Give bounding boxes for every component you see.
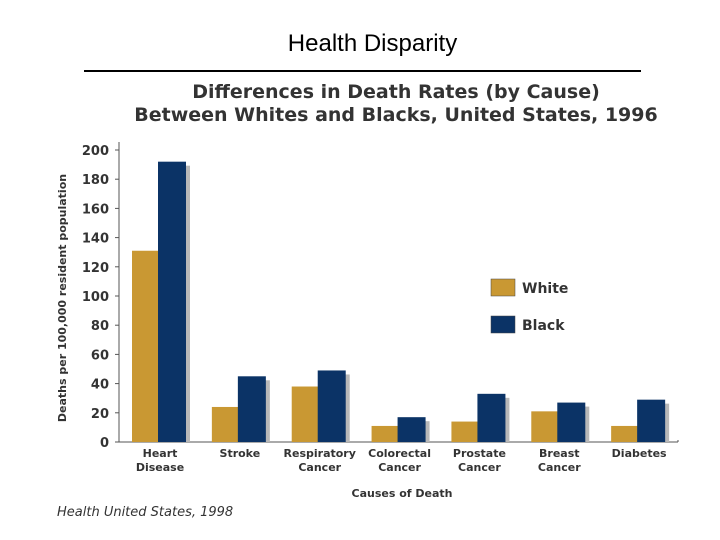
y-tick-label: 80 (91, 319, 109, 334)
bar-white (371, 425, 400, 442)
slide-title: Health Disparity (287, 30, 458, 57)
y-tick-label: 20 (91, 407, 109, 422)
source-note: Health United States, 1998 (57, 505, 233, 520)
y-tick-label: 200 (82, 144, 109, 159)
bar-white (291, 386, 320, 442)
bar-black (158, 161, 186, 442)
y-tick-label: 160 (82, 202, 109, 217)
x-tick-label: Colorectal Cancer (368, 447, 431, 474)
legend-label-white: White (522, 281, 568, 297)
y-tick-label: 180 (82, 173, 109, 188)
title-divider (84, 70, 641, 72)
legend-label-black: Black (522, 318, 565, 334)
bar-white (611, 425, 640, 442)
y-tick-label: 40 (91, 378, 109, 393)
bar-black (317, 370, 346, 442)
chart-title-line-1: Differences in Death Rates (by Cause) (192, 81, 600, 103)
bar-white (132, 250, 160, 442)
x-tick-label: Breast Cancer (538, 447, 581, 474)
legend-swatch-white (490, 278, 516, 297)
x-tick-label: Diabetes (612, 447, 667, 460)
x-tick-label: Prostate Cancer (453, 447, 506, 474)
x-tick-label: Stroke (220, 447, 261, 460)
chart-marks: 0 20 40 60 80 100 120 140 160 180 200 Heart Disease S… (82, 142, 679, 474)
legend-swatch-black (490, 315, 516, 334)
y-tick-label: 140 (82, 232, 109, 247)
chart-title-line-2: Between Whites and Blacks, United States… (134, 104, 657, 126)
y-tick-label: 0 (100, 436, 109, 451)
x-tick-label: Heart Disease (136, 447, 184, 474)
y-tick-label: 60 (91, 348, 109, 363)
bar-white (451, 421, 480, 442)
y-tick-label: 120 (82, 261, 109, 276)
bar-white (211, 406, 240, 442)
x-axis-title: Causes of Death (352, 487, 453, 500)
bar-white (531, 411, 560, 442)
x-tick-label: Respiratory Cancer (284, 447, 356, 474)
bar-black (397, 417, 426, 442)
bar-black (557, 402, 586, 442)
y-tick-label: 100 (82, 290, 109, 305)
y-axis-title: Deaths per 100,000 resident population (56, 174, 69, 422)
bar-black (637, 399, 666, 442)
bar-black (237, 376, 266, 442)
bar-black (477, 393, 506, 442)
